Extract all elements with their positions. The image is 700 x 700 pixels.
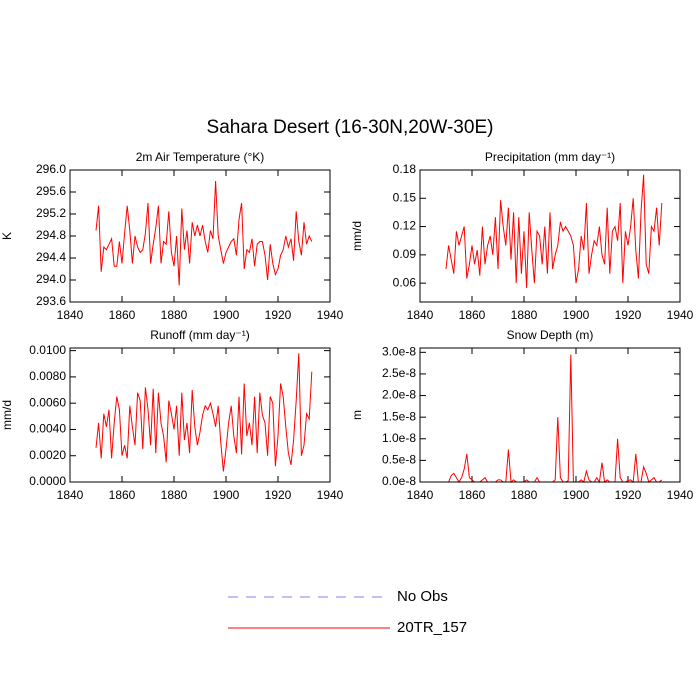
plot-frame xyxy=(419,169,681,303)
y-tick-label: 0.5e-8 xyxy=(382,453,416,467)
y-tick-label: 0.18 xyxy=(393,162,417,176)
x-tick-label: 1920 xyxy=(615,488,642,502)
y-tick-label: 3.0e-8 xyxy=(382,344,416,358)
y-tick-label: 0.0e-8 xyxy=(382,474,416,488)
y-tick-label: 0.0040 xyxy=(29,422,66,436)
plot-frame xyxy=(69,347,331,483)
x-tick-label: 1940 xyxy=(317,308,344,322)
x-tick-label: 1920 xyxy=(615,308,642,322)
y-tick-label: 0.0060 xyxy=(29,395,66,409)
x-tick-label: 1860 xyxy=(459,488,486,502)
y-tick-label: 0.06 xyxy=(393,275,417,289)
x-tick-label: 1880 xyxy=(511,308,538,322)
x-tick-label: 1840 xyxy=(57,308,84,322)
x-tick-label: 1860 xyxy=(109,488,136,502)
y-tick-label: 0.0100 xyxy=(29,343,66,357)
y-tick-label: 294.0 xyxy=(36,272,66,286)
x-tick-label: 1880 xyxy=(161,488,188,502)
x-tick-label: 1900 xyxy=(213,488,240,502)
x-tick-label: 1940 xyxy=(667,308,694,322)
y-tick-label: 0.09 xyxy=(393,247,417,261)
x-tick-label: 1860 xyxy=(459,308,486,322)
plot-frame xyxy=(69,169,331,303)
y-tick-label: 0.0020 xyxy=(29,448,66,462)
y-tick-label: 0.0000 xyxy=(29,474,66,488)
y-tick-label: 0.0080 xyxy=(29,369,66,383)
y-axis-label: K xyxy=(0,232,14,240)
y-tick-label: 2.0e-8 xyxy=(382,388,416,402)
x-tick-label: 1920 xyxy=(265,308,292,322)
y-tick-label: 0.12 xyxy=(393,219,417,233)
y-tick-label: 1.5e-8 xyxy=(382,409,416,423)
legend-label: No Obs xyxy=(397,588,448,605)
data-line xyxy=(445,174,663,288)
y-tick-label: 294.8 xyxy=(36,228,66,242)
x-tick-label: 1900 xyxy=(563,308,590,322)
y-axis-label: mm/d xyxy=(350,221,364,251)
y-tick-label: 295.6 xyxy=(36,184,66,198)
x-tick-label: 1900 xyxy=(213,308,240,322)
x-tick-label: 1920 xyxy=(265,488,292,502)
panel-title: Precipitation (mm day⁻¹) xyxy=(485,150,615,164)
x-tick-label: 1880 xyxy=(511,488,538,502)
x-tick-label: 1840 xyxy=(57,488,84,502)
x-tick-label: 1940 xyxy=(317,488,344,502)
y-tick-label: 0.15 xyxy=(393,190,417,204)
y-axis-label: m xyxy=(350,410,364,420)
panel-title: Snow Depth (m) xyxy=(507,328,594,342)
y-tick-label: 293.6 xyxy=(36,294,66,308)
y-tick-label: 294.4 xyxy=(36,250,66,264)
data-line xyxy=(95,180,313,286)
panel-title: Runoff (mm day⁻¹) xyxy=(150,328,249,342)
legend-label: 20TR_157 xyxy=(397,619,467,636)
y-tick-label: 296.0 xyxy=(36,162,66,176)
y-tick-label: 1.0e-8 xyxy=(382,431,416,445)
x-tick-label: 1840 xyxy=(407,308,434,322)
y-tick-label: 295.2 xyxy=(36,206,66,220)
x-tick-label: 1900 xyxy=(563,488,590,502)
x-tick-label: 1840 xyxy=(407,488,434,502)
y-axis-label: mm/d xyxy=(0,400,14,430)
x-tick-label: 1880 xyxy=(161,308,188,322)
plot-frame xyxy=(419,347,681,483)
panel-title: 2m Air Temperature (°K) xyxy=(136,150,265,164)
x-tick-label: 1940 xyxy=(667,488,694,502)
figure-title: Sahara Desert (16-30N,20W-30E) xyxy=(207,117,494,138)
x-tick-label: 1860 xyxy=(109,308,136,322)
y-tick-label: 2.5e-8 xyxy=(382,366,416,380)
data-line xyxy=(95,353,313,472)
